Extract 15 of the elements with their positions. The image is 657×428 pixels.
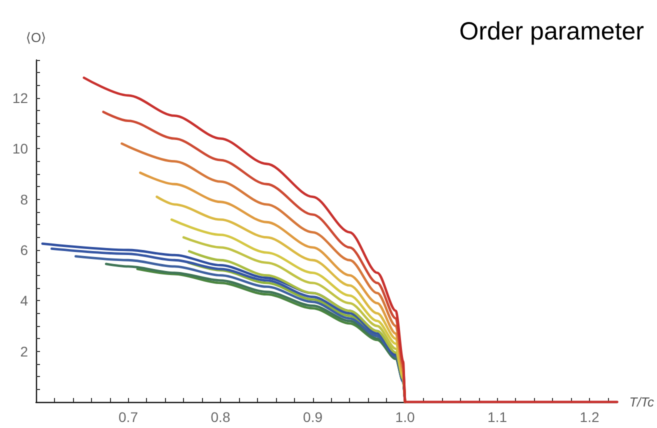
y-tick-label: 4 xyxy=(20,292,28,309)
y-tick-label: 2 xyxy=(20,343,28,360)
chart-title: Order parameter xyxy=(459,18,644,46)
y-tick-label: 8 xyxy=(20,191,28,208)
x-tick-label: 0.9 xyxy=(303,409,323,425)
x-tick-label: 0.7 xyxy=(118,409,138,425)
y-tick-label: 10 xyxy=(12,140,28,157)
y-tick-label: 6 xyxy=(20,242,28,258)
x-tick-label: 0.8 xyxy=(210,409,230,425)
y-tick-label: 12 xyxy=(12,90,28,106)
x-tick-label: 1.0 xyxy=(395,409,415,425)
x-tick-label: 1.2 xyxy=(580,409,600,425)
x-axis-title: T/Tc xyxy=(629,394,654,410)
y-axis-title: ⟨O⟩ xyxy=(26,30,46,45)
x-tick-label: 1.1 xyxy=(488,409,508,425)
